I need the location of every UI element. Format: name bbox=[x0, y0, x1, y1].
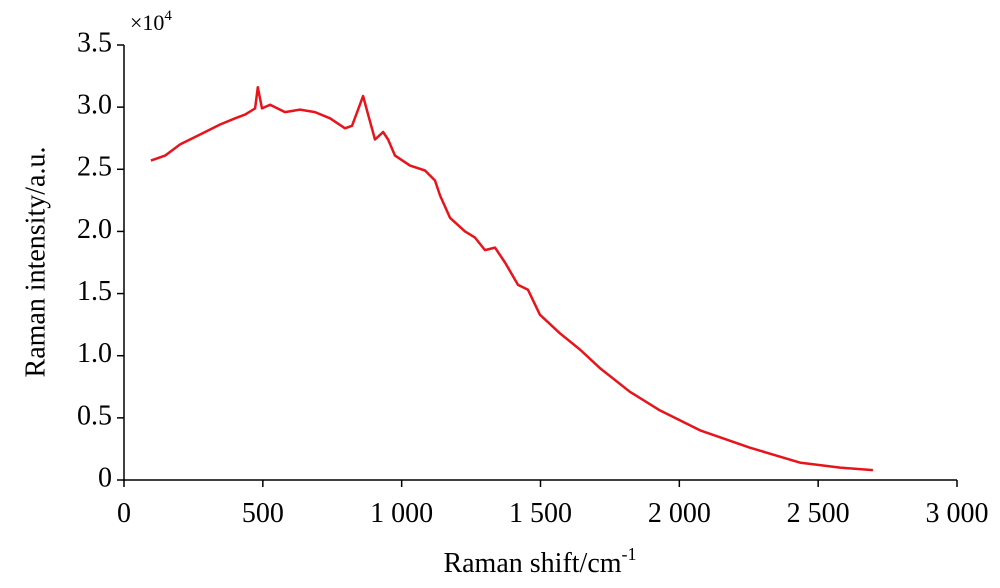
y-tick-label: 1.0 bbox=[77, 338, 112, 369]
x-label-superscript: -1 bbox=[622, 544, 637, 564]
y-scale: ×104 bbox=[130, 8, 172, 35]
y-axis-label: Raman intensity/a.u. bbox=[20, 147, 51, 378]
x-tick-label: 500 bbox=[242, 498, 284, 529]
x-axis-label: Raman shift/cm-1 bbox=[443, 544, 636, 579]
x-tick-label: 1 500 bbox=[509, 498, 572, 529]
y-tick-label: 3.5 bbox=[77, 27, 112, 58]
x-tick-label: 2 500 bbox=[787, 498, 850, 529]
y-tick-label: 2.5 bbox=[77, 152, 112, 183]
y-tick-label: 0.5 bbox=[77, 400, 112, 431]
y-scale-exponent: 4 bbox=[164, 8, 172, 24]
data-line bbox=[150, 86, 873, 472]
y-scale-base: ×10 bbox=[130, 10, 164, 35]
x-tick-label: 1 000 bbox=[370, 498, 433, 529]
x-tick-label: 2 000 bbox=[648, 498, 711, 529]
y-tick-label: 0 bbox=[98, 462, 112, 493]
x-tick-label: 3 000 bbox=[926, 498, 989, 529]
y-tick-label: 3.0 bbox=[77, 90, 112, 121]
y-tick-label: 2.0 bbox=[77, 214, 112, 245]
x-label-text: Raman shift/cm bbox=[443, 548, 621, 579]
y-tick-label: 1.5 bbox=[77, 276, 112, 307]
x-tick-label: 0 bbox=[117, 498, 131, 529]
